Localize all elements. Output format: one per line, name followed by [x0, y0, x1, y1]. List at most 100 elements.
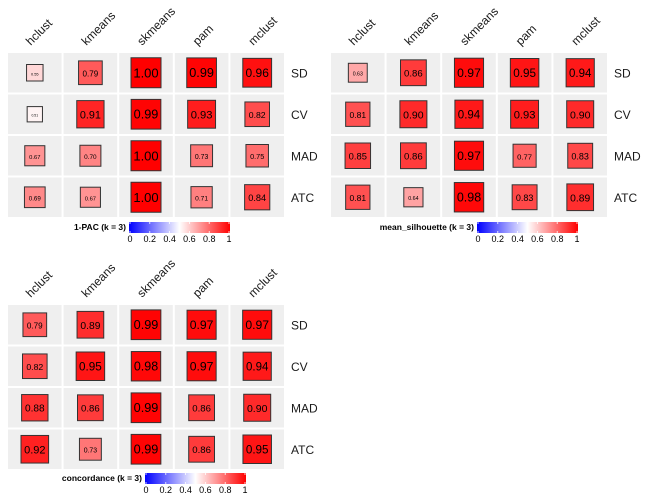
heatmap-cell [244, 101, 270, 128]
row-label: CV [291, 108, 308, 122]
cell-value-label: 0.77 [517, 152, 532, 161]
cell-value-label: 0.95 [246, 444, 269, 457]
heatmap-cell [130, 181, 162, 213]
heatmap-cell [453, 140, 485, 171]
color-bar-tick-label: 0.4 [163, 234, 176, 244]
cell-value-label: 0.99 [134, 108, 159, 122]
cell-value-label: 1.00 [133, 148, 158, 163]
heatmap-panel-2: hclust kmeans skmeans pam mclust 0.63 0.86 0.97… [331, 4, 641, 244]
heatmap-cell [130, 140, 162, 172]
column-label: skmeans [134, 256, 178, 300]
cell-value-label: 0.73 [195, 154, 209, 161]
heatmap-cell [190, 144, 214, 168]
row-label: ATC [291, 191, 314, 205]
cell-value-label: 0.97 [190, 318, 214, 332]
cell-value-label: 0.83 [516, 193, 534, 203]
heatmap-cell [24, 145, 46, 167]
cell-value-label: 0.88 [25, 404, 45, 415]
heatmap-cell [511, 184, 538, 211]
column-label: hclust [23, 16, 56, 49]
cell-value-label: 0.92 [24, 444, 45, 456]
cell-value-label: 0.86 [404, 69, 423, 80]
heatmap-panel-1: hclust kmeans skmeans pam mclust 0.55 0.79 1.00… [8, 4, 318, 244]
heatmap-cell [26, 106, 43, 123]
color-bar-tick-label: 0.6 [183, 234, 196, 244]
color-bar-tick-label: 0 [475, 234, 480, 244]
cell-value-label: 0.55 [31, 71, 39, 76]
heatmap-cell [186, 351, 217, 382]
color-bar-tick-label: 0.4 [511, 234, 524, 244]
cell-value-label: 0.95 [513, 67, 536, 80]
color-bar-tick-label: 0 [127, 234, 132, 244]
cell-value-label: 0.64 [408, 196, 418, 202]
heatmap-cell [567, 142, 594, 169]
heatmap-cell [453, 57, 485, 88]
heatmap-cell [23, 186, 46, 209]
heatmap-cell [243, 393, 272, 422]
cell-value-label: 0.67 [85, 196, 96, 202]
cell-value-label: 0.79 [27, 321, 43, 330]
column-label: pam [190, 274, 216, 300]
heatmap-cell [509, 58, 540, 88]
heatmap-cell [188, 435, 215, 463]
column-label: kmeans [79, 9, 119, 49]
row-label: SD [291, 318, 308, 332]
heatmap-cell [130, 433, 162, 465]
color-bar-tick-label: 0.6 [199, 485, 212, 495]
cell-value-label: 0.81 [350, 193, 367, 203]
heatmap-cell [400, 142, 427, 170]
cell-value-label: 0.99 [134, 401, 159, 415]
heatmap-cell [345, 101, 371, 127]
row-label: CV [614, 108, 631, 122]
color-bar-tick-label: 0.8 [219, 485, 232, 495]
heatmap-cell [76, 100, 105, 129]
heatmap-cell [77, 394, 104, 422]
cell-value-label: 0.79 [83, 69, 99, 78]
cell-value-label: 0.99 [134, 443, 159, 457]
heatmap-cell [78, 60, 103, 86]
color-bar-tick-label: 0.8 [551, 234, 564, 244]
cell-value-label: 0.63 [353, 72, 363, 78]
cell-value-label: 0.51 [31, 114, 38, 118]
heatmap-cell [79, 186, 101, 208]
cell-value-label: 0.89 [570, 193, 590, 204]
row-label: SD [291, 66, 308, 80]
row-label: ATC [614, 191, 637, 205]
cell-value-label: 0.98 [134, 360, 158, 374]
legend-title: concordance (k = 3) [62, 473, 142, 483]
cell-value-label: 0.93 [514, 109, 536, 121]
cell-value-label: 0.70 [84, 154, 97, 161]
cell-value-label: 0.90 [247, 403, 268, 415]
cell-value-label: 0.97 [190, 360, 214, 374]
cell-value-label: 1.00 [133, 190, 158, 205]
heatmap-cell [454, 99, 484, 129]
heatmap-cell [566, 100, 595, 129]
color-bar-tick-label: 0.6 [531, 234, 544, 244]
column-label: kmeans [402, 9, 442, 49]
heatmap-cell [130, 309, 162, 341]
cell-value-label: 0.75 [250, 152, 264, 161]
cell-value-label: 0.94 [458, 109, 481, 121]
color-bar-tick-label: 0.4 [179, 485, 192, 495]
cell-value-label: 0.97 [457, 66, 481, 80]
cell-value-label: 0.99 [134, 318, 159, 332]
cell-value-label: 0.98 [457, 191, 481, 205]
heatmap-cell [130, 351, 162, 382]
cell-value-label: 0.89 [80, 321, 100, 332]
heatmap-cell [512, 143, 537, 168]
heatmap-cell [399, 100, 428, 129]
cell-value-label: 0.86 [192, 445, 211, 456]
color-bar [129, 222, 230, 233]
column-label: pam [513, 22, 539, 48]
cell-value-label: 0.90 [570, 109, 591, 121]
heatmap-cell [186, 57, 217, 89]
heatmap-cell [22, 312, 48, 338]
column-label: mclust [568, 13, 603, 48]
column-label: mclust [245, 265, 280, 300]
column-label: hclust [346, 16, 379, 49]
color-bar-tick-label: 0.2 [160, 485, 173, 495]
color-bar-tick-label: 0.2 [144, 234, 157, 244]
cell-value-label: 0.83 [571, 152, 589, 162]
color-bar [477, 222, 578, 233]
